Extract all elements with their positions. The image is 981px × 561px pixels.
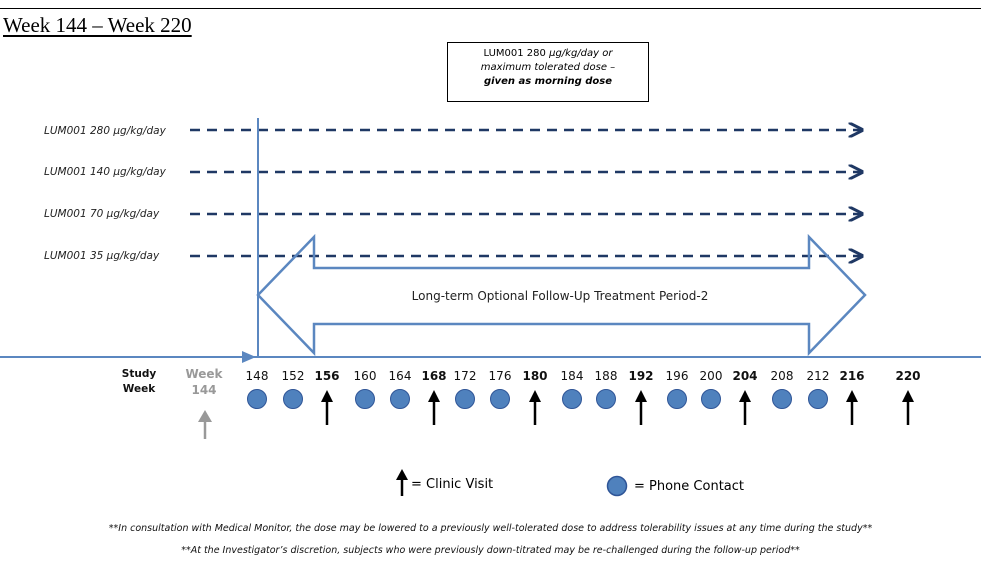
clinic-visit-arrow-head-216 — [846, 390, 858, 402]
clinic-visit-arrow-head-180 — [529, 390, 541, 402]
arm-label-35: LUM001 35 µg/kg/day — [44, 250, 160, 262]
followup-double-arrow — [256, 233, 867, 357]
baseline-week-number: 144 — [191, 383, 217, 397]
dose-box-line1a: LUM001 280 — [483, 48, 550, 59]
phone-contact-dot-164 — [390, 389, 410, 409]
week-label-208: 208 — [770, 369, 794, 383]
followup-label: Long-term Optional Follow-Up Treatment P… — [412, 289, 709, 303]
clinic-visit-arrows — [321, 390, 914, 425]
clinic-visit-arrow-head-168 — [428, 390, 440, 402]
clinic-visit-arrow-head-156 — [321, 390, 333, 402]
baseline-week-label: Week 144 — [182, 366, 226, 398]
clinic-visit-arrow-head-192 — [635, 390, 647, 402]
week-label-200: 200 — [699, 369, 723, 383]
phone-contact-dot-196 — [667, 389, 687, 409]
phone-contact-dot-176 — [490, 389, 510, 409]
legend-clinic-arrow-head — [396, 469, 408, 480]
study-week-label-2: Week — [122, 383, 156, 395]
top-rule — [0, 8, 981, 9]
study-week-label-1: Study — [121, 368, 157, 380]
phone-contact-dot-152 — [283, 389, 303, 409]
arm-label-140: LUM001 140 µg/kg/day — [44, 166, 166, 178]
clinic-visit-arrow-head-220 — [902, 390, 914, 402]
week-label-180: 180 — [522, 369, 548, 383]
week-label-160: 160 — [353, 369, 377, 383]
arm-label-70: LUM001 70 µg/kg/day — [44, 208, 160, 220]
week-label-204: 204 — [732, 369, 758, 383]
phone-contact-dot-184 — [562, 389, 582, 409]
legend-phone-text: = Phone Contact — [634, 479, 745, 494]
page-title: Week 144 – Week 220 — [3, 13, 192, 37]
phone-contact-dot-188 — [596, 389, 616, 409]
week-label-168: 168 — [421, 369, 447, 383]
week-label-188: 188 — [594, 369, 618, 383]
week-label-220: 220 — [895, 369, 921, 383]
footnote-1: **In consultation with Medical Monitor, … — [108, 523, 873, 534]
dose-box-line2: maximum tolerated dose – — [480, 62, 616, 73]
week-label-156: 156 — [314, 369, 340, 383]
timeline-arrowhead — [242, 351, 256, 363]
week-label-212: 212 — [806, 369, 830, 383]
phone-contact-dot-172 — [455, 389, 475, 409]
phone-contact-dot-208 — [772, 389, 792, 409]
week-label-216: 216 — [839, 369, 865, 383]
baseline-arrow-head — [198, 410, 212, 422]
legend-phone-dot — [606, 475, 628, 497]
phone-contact-dot-160 — [355, 389, 375, 409]
week-label-172: 172 — [453, 369, 477, 383]
week-label-184: 184 — [560, 369, 584, 383]
week-label-196: 196 — [665, 369, 689, 383]
phone-contact-dot-200 — [701, 389, 721, 409]
arm-label-280: LUM001 280 µg/kg/day — [44, 125, 166, 137]
week-label-152: 152 — [281, 369, 305, 383]
phone-contact-dot-212 — [808, 389, 828, 409]
footnote-2: **At the Investigator’s discretion, subj… — [181, 545, 800, 556]
week-label-176: 176 — [488, 369, 512, 383]
dose-box-line3: given as morning dose — [484, 76, 612, 87]
week-label-164: 164 — [388, 369, 412, 383]
baseline-week-word: Week — [185, 367, 223, 381]
dose-box: LUM001 280 µg/kg/day or maximum tolerate… — [447, 42, 649, 102]
phone-contact-dot-148 — [247, 389, 267, 409]
clinic-visit-arrow-head-204 — [739, 390, 751, 402]
legend-clinic-text: = Clinic Visit — [411, 477, 494, 492]
dose-box-line1b: µg/kg/day or — [549, 48, 613, 59]
week-label-192: 192 — [628, 369, 654, 383]
week-label-148: 148 — [245, 369, 269, 383]
